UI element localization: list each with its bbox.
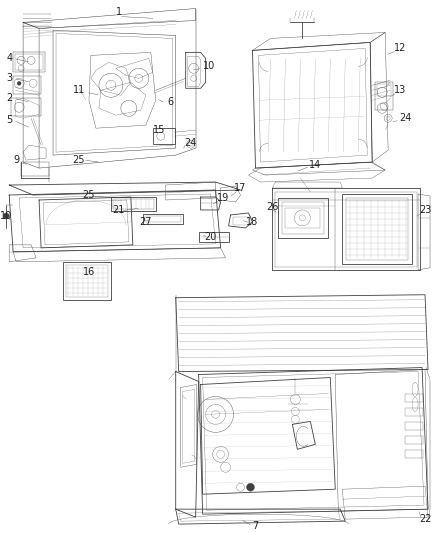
Circle shape bbox=[247, 483, 254, 491]
Bar bbox=[145, 216, 181, 222]
Bar bbox=[21, 162, 49, 176]
Bar bbox=[13, 76, 41, 94]
Text: 1: 1 bbox=[116, 7, 122, 18]
Bar bbox=[11, 98, 41, 116]
Text: 7: 7 bbox=[252, 521, 258, 531]
Bar bbox=[279, 198, 328, 238]
Text: 9: 9 bbox=[13, 155, 19, 165]
Bar bbox=[63, 262, 111, 300]
Circle shape bbox=[3, 213, 9, 219]
Bar bbox=[346, 198, 408, 260]
Text: 24: 24 bbox=[399, 113, 411, 123]
Text: 6: 6 bbox=[168, 97, 174, 107]
Bar bbox=[286, 208, 320, 228]
Text: 26: 26 bbox=[266, 202, 279, 212]
Text: 12: 12 bbox=[394, 43, 406, 53]
Text: 18: 18 bbox=[247, 217, 258, 227]
Text: 16: 16 bbox=[83, 267, 95, 277]
Text: 14: 14 bbox=[309, 160, 321, 170]
Bar bbox=[405, 422, 423, 430]
Bar bbox=[233, 217, 251, 225]
Bar bbox=[143, 214, 183, 224]
Text: 10: 10 bbox=[202, 61, 215, 71]
Text: 25: 25 bbox=[73, 155, 85, 165]
Bar bbox=[283, 202, 324, 234]
Bar bbox=[342, 194, 412, 264]
Bar bbox=[113, 199, 154, 209]
Text: 15: 15 bbox=[152, 125, 165, 135]
Bar bbox=[153, 128, 175, 144]
Circle shape bbox=[17, 82, 21, 85]
Bar bbox=[111, 197, 156, 211]
Text: 21: 21 bbox=[113, 205, 125, 215]
Bar bbox=[66, 265, 108, 297]
Text: 17: 17 bbox=[234, 183, 247, 193]
Bar bbox=[405, 437, 423, 445]
Text: 22: 22 bbox=[419, 514, 431, 524]
Bar bbox=[405, 408, 423, 416]
Bar bbox=[13, 52, 45, 72]
Text: 2: 2 bbox=[6, 93, 12, 103]
Text: 23: 23 bbox=[419, 205, 431, 215]
Text: 13: 13 bbox=[394, 85, 406, 95]
Text: 4: 4 bbox=[6, 53, 12, 63]
Text: 11: 11 bbox=[73, 85, 85, 95]
Bar bbox=[15, 54, 43, 70]
Text: 10: 10 bbox=[0, 211, 12, 221]
Bar bbox=[199, 232, 229, 242]
Text: 27: 27 bbox=[140, 217, 152, 227]
Text: 5: 5 bbox=[6, 115, 12, 125]
Text: 20: 20 bbox=[205, 232, 217, 242]
Bar bbox=[375, 82, 393, 110]
Text: 19: 19 bbox=[216, 193, 229, 203]
Bar bbox=[405, 450, 423, 458]
Bar bbox=[377, 84, 391, 96]
Bar bbox=[405, 394, 423, 402]
Text: 24: 24 bbox=[184, 138, 197, 148]
Text: 3: 3 bbox=[6, 74, 12, 83]
Text: 25: 25 bbox=[83, 190, 95, 200]
